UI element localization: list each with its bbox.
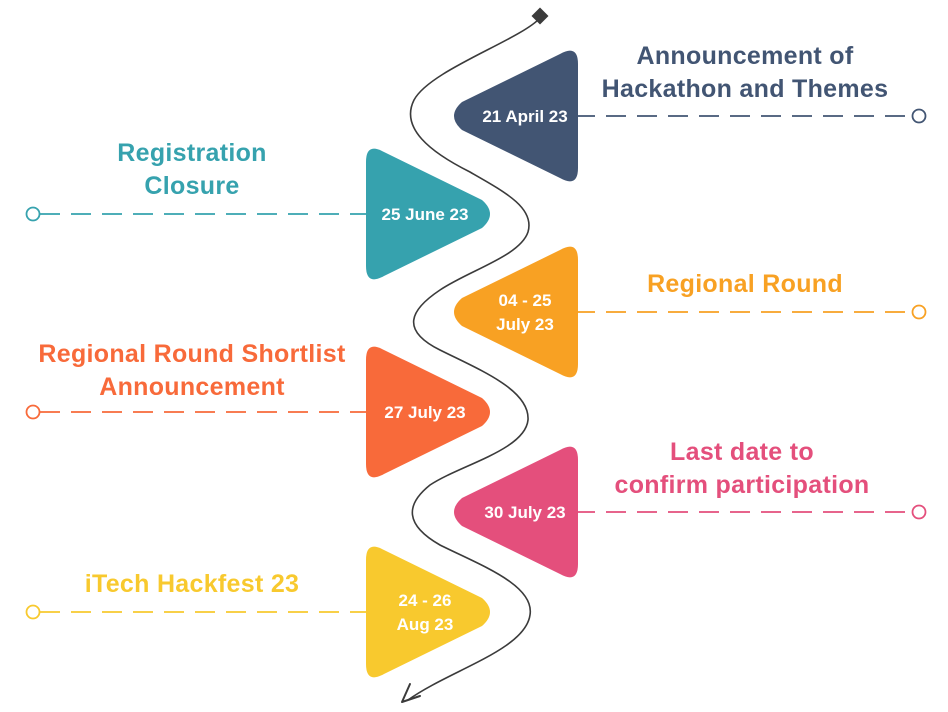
connector-end-icon bbox=[25, 404, 41, 420]
connector-end-icon bbox=[25, 604, 41, 620]
date-badge bbox=[454, 246, 578, 378]
event-title-line: Regional Round bbox=[647, 270, 843, 298]
event-title-line: Hackathon and Themes bbox=[601, 75, 889, 103]
end-arrow-icon bbox=[401, 683, 421, 703]
event-title-line: Announcement bbox=[99, 373, 285, 401]
timeline-event-2: 25 June 23 bbox=[25, 148, 490, 280]
event-title: iTech Hackfest 23 bbox=[42, 568, 342, 601]
zigzag-path bbox=[407, 17, 541, 701]
connector-end-icon bbox=[911, 108, 927, 124]
timeline-event-1: 21 April 23 bbox=[454, 50, 927, 182]
date-label: 27 July 23 bbox=[384, 403, 465, 422]
date-label: 25 June 23 bbox=[382, 205, 469, 224]
connector-end-icon bbox=[25, 206, 41, 222]
date-badge bbox=[454, 50, 578, 182]
date-badge bbox=[454, 446, 578, 578]
event-title: Registration Closure bbox=[42, 137, 342, 203]
event-title-line: Regional Round Shortlist bbox=[38, 340, 346, 368]
event-title: Regional Round bbox=[565, 268, 925, 301]
timeline-event-6: 24 - 26 Aug 23 bbox=[25, 546, 490, 678]
connector-end-icon bbox=[911, 504, 927, 520]
timeline-event-3: 04 - 25 July 23 bbox=[454, 246, 927, 378]
date-label: 04 - 25 bbox=[499, 291, 552, 310]
start-marker bbox=[531, 7, 549, 25]
date-label: 30 July 23 bbox=[484, 503, 565, 522]
timeline-event-5: 30 July 23 bbox=[454, 446, 927, 578]
event-title-line: iTech Hackfest 23 bbox=[84, 570, 300, 598]
date-badge bbox=[366, 148, 490, 280]
date-badge bbox=[366, 346, 490, 478]
date-label: 21 April 23 bbox=[482, 107, 567, 126]
event-title-line: Announcement of bbox=[636, 42, 854, 70]
event-title-line: confirm participation bbox=[614, 471, 870, 499]
event-title: Announcement of Hackathon and Themes bbox=[565, 40, 925, 106]
connector-end-icon bbox=[911, 304, 927, 320]
timeline-event-4: 27 July 23 bbox=[25, 346, 490, 478]
date-label: 24 - 26 bbox=[399, 591, 452, 610]
date-label: July 23 bbox=[496, 315, 554, 334]
event-title: Regional Round Shortlist Announcement bbox=[2, 338, 382, 404]
event-title-line: Last date to bbox=[670, 438, 814, 466]
event-title-line: Registration bbox=[117, 139, 267, 167]
date-label: Aug 23 bbox=[397, 615, 454, 634]
date-badge bbox=[366, 546, 490, 678]
event-title: Last date to confirm participation bbox=[562, 436, 922, 502]
event-title-line: Closure bbox=[144, 172, 240, 200]
